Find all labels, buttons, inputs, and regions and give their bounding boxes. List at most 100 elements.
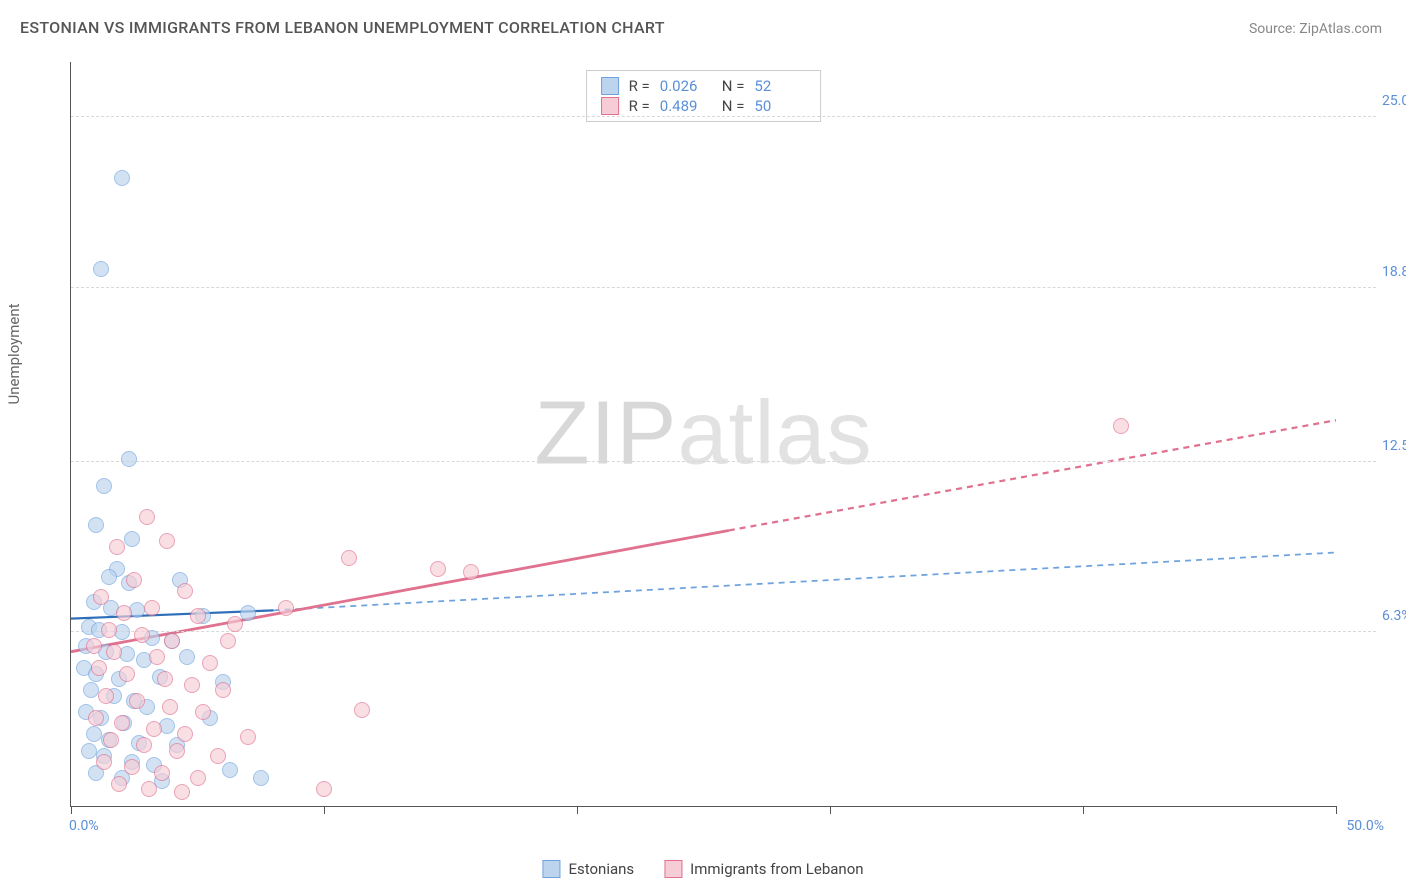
source-label: Source: ZipAtlas.com xyxy=(1249,21,1382,37)
x-min-label: 0.0% xyxy=(69,818,99,834)
data-point-lebanon xyxy=(184,677,200,693)
data-point-lebanon xyxy=(144,600,160,616)
data-point-lebanon xyxy=(134,627,150,643)
data-point-estonians xyxy=(114,170,130,186)
data-point-lebanon xyxy=(154,765,170,781)
y-tick-label: 25.0% xyxy=(1382,93,1406,109)
data-point-lebanon xyxy=(114,715,130,731)
data-point-lebanon xyxy=(91,660,107,676)
y-axis-label: Unemployment xyxy=(5,303,23,404)
n-value: 52 xyxy=(754,77,806,95)
data-point-lebanon xyxy=(86,638,102,654)
x-tick xyxy=(71,806,72,814)
data-point-estonians xyxy=(222,762,238,778)
data-point-lebanon xyxy=(177,726,193,742)
x-tick xyxy=(1336,806,1337,814)
data-point-lebanon xyxy=(195,704,211,720)
data-point-lebanon xyxy=(240,729,256,745)
r-label: R = xyxy=(629,97,650,115)
data-point-lebanon xyxy=(149,649,165,665)
data-point-lebanon xyxy=(141,781,157,797)
stats-row-lebanon: R = 0.489 N = 50 xyxy=(601,96,807,116)
data-point-lebanon xyxy=(157,671,173,687)
data-point-lebanon xyxy=(190,608,206,624)
data-point-lebanon xyxy=(354,702,370,718)
data-point-lebanon xyxy=(341,550,357,566)
data-point-estonians xyxy=(86,726,102,742)
n-label: N = xyxy=(722,97,745,115)
data-point-lebanon xyxy=(129,693,145,709)
legend-swatch xyxy=(664,860,682,878)
plot-region: ZIPatlas R =0.026N =52R =0.489N =50 0.0%… xyxy=(70,62,1336,807)
legend-label: Estonians xyxy=(568,860,634,878)
data-point-estonians xyxy=(179,649,195,665)
legend-swatch xyxy=(601,97,619,115)
data-point-lebanon xyxy=(316,781,332,797)
r-label: R = xyxy=(629,77,650,95)
watermark-thin: atlas xyxy=(677,384,872,484)
data-point-lebanon xyxy=(111,776,127,792)
x-tick xyxy=(577,806,578,814)
regression-lines xyxy=(71,62,1336,806)
data-point-estonians xyxy=(253,770,269,786)
data-point-lebanon xyxy=(190,770,206,786)
y-tick-label: 12.5% xyxy=(1382,438,1406,454)
legend-swatch xyxy=(601,77,619,95)
y-tick-label: 6.3% xyxy=(1382,608,1406,624)
chart-area: Unemployment ZIPatlas R =0.026N =52R =0.… xyxy=(20,50,1386,842)
x-tick xyxy=(324,806,325,814)
stats-row-estonians: R = 0.026 N = 52 xyxy=(601,76,807,96)
stats-legend: R = 0.026 N = 52 R = 0.489 N = 50 xyxy=(586,70,822,122)
y-tick-label: 18.8% xyxy=(1382,264,1406,280)
data-point-lebanon xyxy=(227,616,243,632)
n-value: 50 xyxy=(754,97,806,115)
data-point-lebanon xyxy=(101,622,117,638)
data-point-estonians xyxy=(240,605,256,621)
data-point-lebanon xyxy=(177,583,193,599)
data-point-lebanon xyxy=(164,633,180,649)
x-max-label: 50.0% xyxy=(1346,818,1384,834)
data-point-lebanon xyxy=(146,721,162,737)
data-point-lebanon xyxy=(215,682,231,698)
data-point-lebanon xyxy=(210,748,226,764)
data-point-lebanon xyxy=(98,688,114,704)
data-point-estonians xyxy=(83,682,99,698)
r-value: 0.489 xyxy=(660,97,712,115)
data-point-lebanon xyxy=(463,564,479,580)
data-point-estonians xyxy=(124,531,140,547)
data-point-lebanon xyxy=(139,509,155,525)
data-point-estonians xyxy=(101,569,117,585)
data-point-lebanon xyxy=(1113,418,1129,434)
data-point-lebanon xyxy=(88,710,104,726)
data-point-lebanon xyxy=(430,561,446,577)
data-point-lebanon xyxy=(278,600,294,616)
legend-item-lebanon: Immigrants from Lebanon xyxy=(664,860,863,878)
chart-title: ESTONIAN VS IMMIGRANTS FROM LEBANON UNEM… xyxy=(20,18,665,37)
data-point-estonians xyxy=(88,517,104,533)
n-label: N = xyxy=(722,77,745,95)
data-point-estonians xyxy=(96,478,112,494)
data-point-lebanon xyxy=(126,572,142,588)
data-point-lebanon xyxy=(106,644,122,660)
data-point-lebanon xyxy=(116,605,132,621)
data-point-lebanon xyxy=(103,732,119,748)
x-tick xyxy=(1083,806,1084,814)
data-point-lebanon xyxy=(162,699,178,715)
legend-item-estonians: Estonians xyxy=(542,860,634,878)
data-point-lebanon xyxy=(93,589,109,605)
r-value: 0.026 xyxy=(660,77,712,95)
x-tick xyxy=(830,806,831,814)
legend-label: Immigrants from Lebanon xyxy=(690,860,863,878)
data-point-estonians xyxy=(93,261,109,277)
watermark: ZIPatlas xyxy=(534,383,872,486)
data-point-lebanon xyxy=(174,784,190,800)
gridline-h xyxy=(71,631,1376,632)
data-point-lebanon xyxy=(202,655,218,671)
data-point-lebanon xyxy=(119,666,135,682)
data-point-lebanon xyxy=(109,539,125,555)
data-point-estonians xyxy=(81,743,97,759)
series-legend: Estonians Immigrants from Lebanon xyxy=(542,860,863,878)
data-point-lebanon xyxy=(136,737,152,753)
data-point-estonians xyxy=(121,451,137,467)
data-point-lebanon xyxy=(169,743,185,759)
